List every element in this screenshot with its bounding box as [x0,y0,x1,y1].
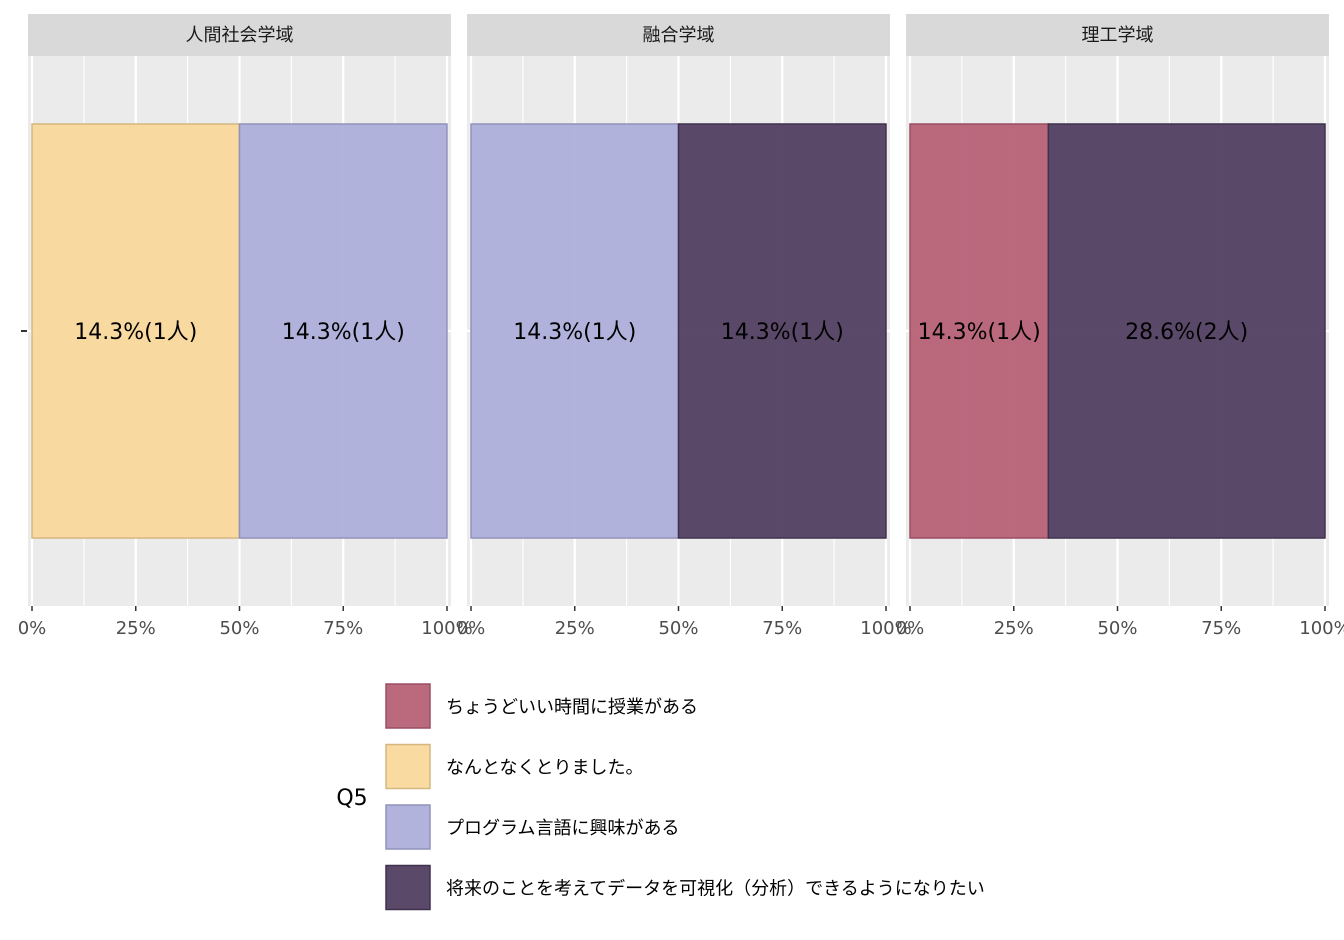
bar-data-label: 14.3%(1人) [282,320,405,345]
bar-data-label: 14.3%(1人) [74,320,197,345]
bar-segment [31,123,241,539]
bar-data-label: 14.3%(1人) [918,320,1041,345]
facet-strip [906,14,1329,56]
bar-segment [470,123,680,539]
facet-title: 融合学域 [643,25,715,46]
facet-strip [28,14,451,56]
legend-key [385,743,431,790]
facet-title: 人間社会学域 [186,25,294,46]
legend-key [385,804,431,850]
x-tick-label: 50% [658,618,698,639]
facet-strip [467,14,890,56]
x-tick-label: 25% [555,618,595,639]
legend-title: Q5 [336,786,367,811]
facet-panel: 融合学域 14.3%(1人) 14.3%(1人) 0% 25% 50% 75% 100% [457,14,912,639]
legend: ちょうどいい時間に授業があるなんとなくとりました。プログラム言語に興味がある将来… [336,683,985,911]
bar-segment [677,123,887,539]
facet-panel: 理工学域 14.3%(1人) 28.6%(2人) 0% 25% 50% 75% 100% [896,14,1344,639]
x-tick-label: 50% [219,618,259,639]
x-tick-label: 75% [323,618,363,639]
x-tick-label: 0% [896,618,925,639]
x-tick-label: 100% [421,618,472,639]
legend-label: ちょうどいい時間に授業がある [446,697,698,718]
facet-title: 理工学域 [1082,25,1154,46]
x-tick-label: 100% [1299,618,1344,639]
x-tick-label: 0% [457,618,486,639]
x-tick-label: 25% [994,618,1034,639]
bar-data-label: 14.3%(1人) [721,320,844,345]
facet-panel: 人間社会学域 14.3%(1人) 14.3%(1人) 0% 25% 50% 75% 100% [18,14,473,639]
x-tick-label: 75% [762,618,802,639]
bar-segment [909,123,1050,539]
x-tick-label: 75% [1201,618,1241,639]
legend-label: プログラム言語に興味がある [446,818,679,839]
legend-key [385,683,431,729]
legend-label: なんとなくとりました。 [446,758,643,779]
x-tick-label: 50% [1097,618,1137,639]
bar-data-label: 28.6%(2人) [1125,320,1248,345]
legend-key [385,864,431,911]
bar-segment [238,123,448,539]
bar-data-label: 14.3%(1人) [513,320,636,345]
x-tick-label: 100% [860,618,911,639]
legend-label: 将来のことを考えてデータを可視化（分析）できるようになりたい [446,879,985,900]
x-tick-label: 0% [18,618,47,639]
bar-segment [1047,123,1326,539]
x-tick-label: 25% [116,618,156,639]
